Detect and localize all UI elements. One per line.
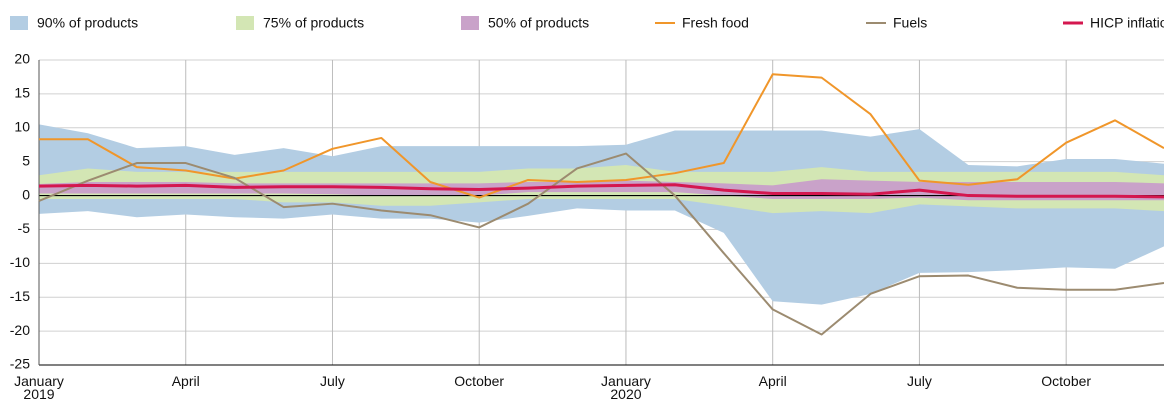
legend-label: Fresh food [682, 15, 749, 31]
series-line [39, 73, 1164, 199]
legend-label: Fuels [893, 15, 927, 31]
band-area [39, 124, 1164, 305]
x-tick-label: October [454, 373, 505, 389]
x-tick-label: October [1041, 373, 1092, 389]
series-line [38, 183, 1164, 199]
y-tick-label: 0 [22, 186, 30, 202]
y-tick-label: 15 [14, 85, 30, 101]
y-tick-label: -5 [18, 220, 31, 236]
legend-label: 90% of products [37, 15, 138, 31]
legend-swatch [461, 16, 479, 30]
legend-label: HICP inflation [1090, 15, 1164, 31]
x-tick-label: April [171, 373, 200, 389]
legend-label: 50% of products [488, 15, 589, 31]
y-tick-label: 10 [14, 118, 30, 134]
legend-label: 75% of products [263, 15, 364, 31]
legend-swatch [236, 16, 254, 30]
y-tick-label: -15 [10, 288, 30, 304]
x-tick-label: April [758, 373, 787, 389]
y-tick-label: -10 [10, 254, 30, 270]
y-tick-label: 5 [22, 152, 30, 168]
legend-swatch [10, 16, 28, 30]
y-tick-label: 20 [14, 51, 30, 67]
x-tick-label: January 2019 [14, 373, 64, 402]
y-tick-label: -20 [10, 322, 30, 338]
x-tick-label: July [906, 373, 932, 389]
series-line [38, 152, 1164, 336]
y-tick-label: -25 [10, 356, 30, 372]
x-tick-label: July [320, 373, 345, 389]
x-tick-label: January 2020 [601, 373, 651, 402]
